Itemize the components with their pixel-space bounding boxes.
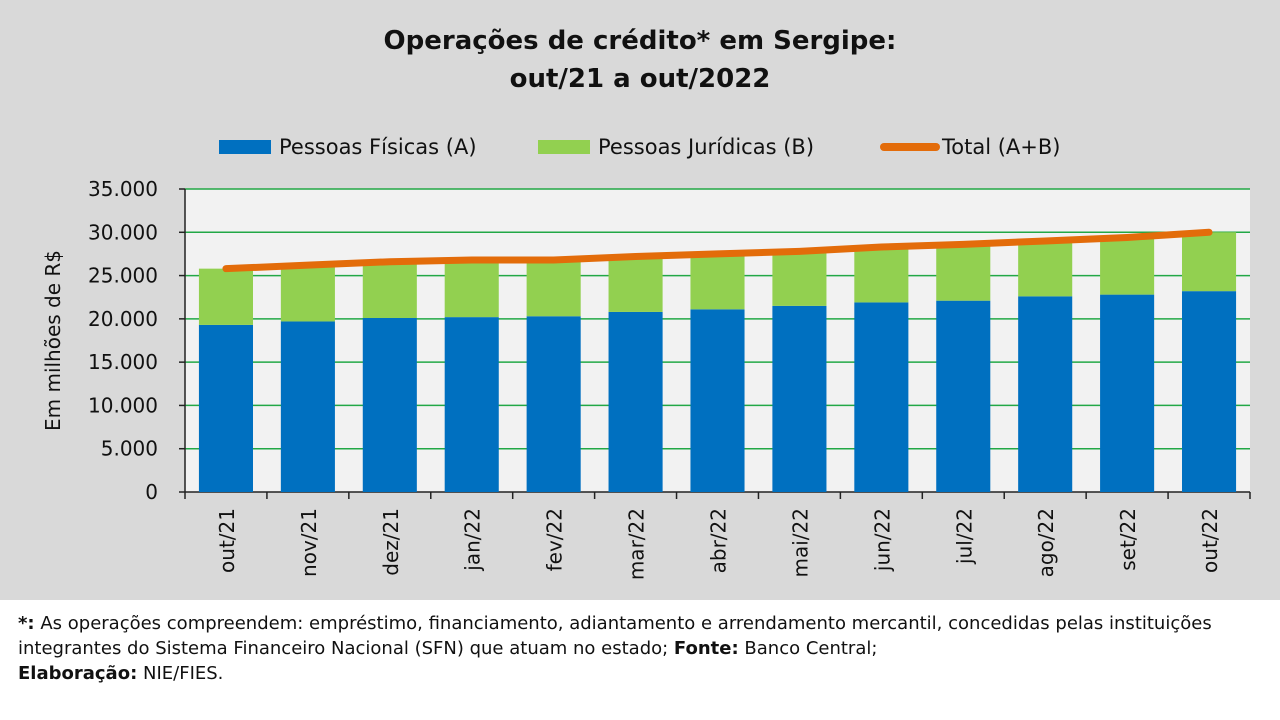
x-tick-label: jun/22 <box>870 508 894 572</box>
bar-pessoas-juridicas <box>1182 232 1237 292</box>
bar-pessoas-juridicas <box>854 247 909 303</box>
y-tick-label: 15.000 <box>88 350 158 374</box>
legend-item-total: Total (A+B) <box>880 132 1060 162</box>
legend-swatch-pessoas-fisicas <box>219 140 271 154</box>
y-tick-label: 10.000 <box>88 393 158 417</box>
x-tick-label: jan/22 <box>461 508 485 572</box>
y-tick-label: 5.000 <box>101 437 158 461</box>
chart-panel: Operações de crédito* em Sergipe: out/21… <box>0 0 1280 600</box>
footnote: *: As operações compreendem: empréstimo,… <box>18 611 1268 686</box>
x-tick-label: set/22 <box>1116 508 1140 571</box>
bar-pessoas-juridicas <box>1100 237 1155 295</box>
x-tick-label: out/21 <box>215 508 239 573</box>
legend: Pessoas Físicas (A) Pessoas Jurídicas (B… <box>0 132 1280 162</box>
x-tick-label: abr/22 <box>707 508 731 573</box>
bar-pessoas-juridicas <box>444 259 499 318</box>
legend-swatch-total <box>880 143 940 151</box>
plot-area: 0 5.000 10.000 15.000 20.000 25.000 30.000 35.0… <box>41 177 1251 580</box>
legend-swatch-pessoas-juridicas <box>538 140 590 154</box>
x-tick-label: out/22 <box>1198 508 1222 573</box>
bar-pessoas-fisicas <box>444 317 499 492</box>
bar-pessoas-juridicas <box>526 259 581 317</box>
y-tick-label: 30.000 <box>88 220 158 244</box>
y-tick-label: 35.000 <box>88 177 158 201</box>
bar-pessoas-fisicas <box>690 309 745 492</box>
y-tick-label: 20.000 <box>88 307 158 331</box>
bar-pessoas-juridicas <box>772 251 827 306</box>
bar-pessoas-fisicas <box>936 300 991 492</box>
footnote-fonte-value: Banco Central; <box>738 638 878 659</box>
bar-pessoas-juridicas <box>608 256 663 312</box>
chart-title-line-1: Operações de crédito* em Sergipe: <box>383 26 897 56</box>
footnote-elaboracao-label: Elaboração: <box>18 663 138 684</box>
bar-pessoas-juridicas <box>936 244 991 301</box>
bar-pessoas-juridicas <box>362 261 417 318</box>
bar-pessoas-juridicas <box>198 268 253 325</box>
footnote-elaboracao-value: NIE/FIES. <box>137 663 224 684</box>
footnote-text: As operações compreendem: empréstimo, fi… <box>18 613 1212 659</box>
x-tick-label: fev/22 <box>543 508 567 571</box>
bar-pessoas-fisicas <box>1182 291 1237 492</box>
chart-title-line-2: out/21 a out/2022 <box>509 64 771 94</box>
legend-item-pessoas-fisicas: Pessoas Físicas (A) <box>219 132 477 162</box>
y-tick-label: 25.000 <box>88 264 158 288</box>
x-tick-label: mar/22 <box>625 508 649 580</box>
bar-pessoas-fisicas <box>280 321 335 492</box>
bar-pessoas-fisicas <box>1018 296 1073 492</box>
bar-pessoas-fisicas <box>526 316 581 492</box>
bar-pessoas-fisicas <box>608 311 663 492</box>
line-total <box>222 228 1213 273</box>
bar-pessoas-juridicas <box>280 265 335 322</box>
legend-label-pessoas-juridicas: Pessoas Jurídicas (B) <box>598 135 815 159</box>
y-tick-label: 0 <box>145 480 158 504</box>
x-tick-label: ago/22 <box>1034 508 1058 577</box>
legend-label-total: Total (A+B) <box>942 135 1061 159</box>
x-tick-label: jul/22 <box>952 508 976 565</box>
bar-pessoas-fisicas <box>772 305 827 492</box>
footnote-star-label: *: <box>18 613 35 634</box>
bar-pessoas-fisicas <box>362 317 417 492</box>
bar-pessoas-fisicas <box>854 302 909 492</box>
x-tick-label: nov/21 <box>297 508 321 577</box>
legend-item-pessoas-juridicas: Pessoas Jurídicas (B) <box>538 132 814 162</box>
x-tick-label: mai/22 <box>788 508 812 577</box>
chart-title: Operações de crédito* em Sergipe: out/21… <box>0 22 1280 98</box>
bar-pessoas-juridicas <box>1018 240 1073 297</box>
legend-label-pessoas-fisicas: Pessoas Físicas (A) <box>279 135 477 159</box>
y-axis-title: Em milhões de R$ <box>41 250 65 431</box>
bar-pessoas-juridicas <box>690 253 745 310</box>
footnote-fonte-label: Fonte: <box>673 638 739 659</box>
bar-pessoas-fisicas <box>198 324 253 492</box>
x-tick-label: dez/21 <box>379 508 403 576</box>
bar-pessoas-fisicas <box>1100 294 1155 492</box>
